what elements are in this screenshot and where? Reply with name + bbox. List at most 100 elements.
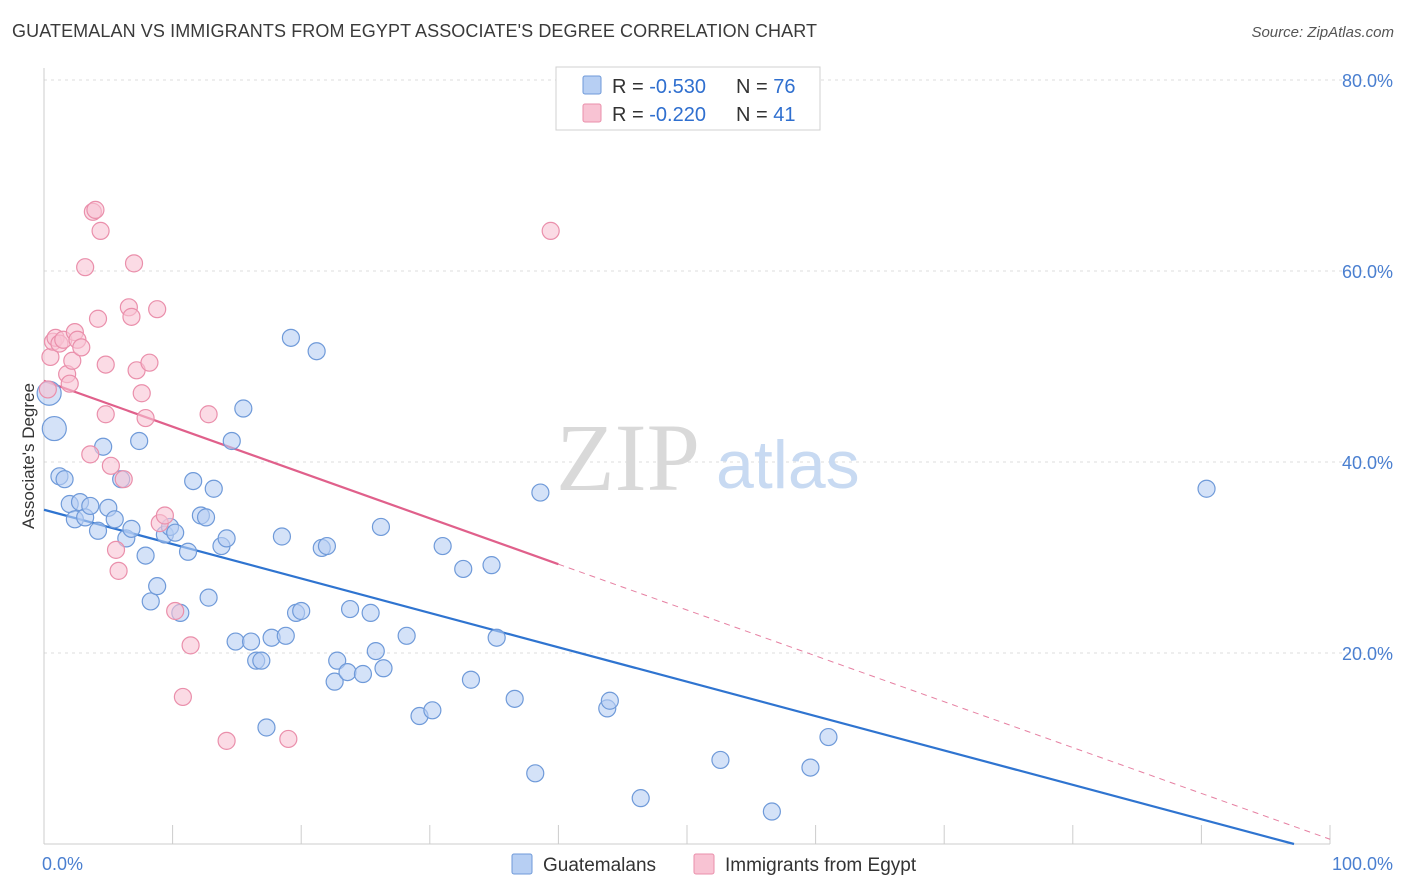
point-guatemalans-33	[226, 632, 245, 651]
x-tick-label-min: 0.0%	[42, 854, 83, 874]
legend-r-label-2: R =	[612, 104, 649, 126]
point-guatemalans-38	[257, 718, 276, 737]
point-guatemalans-31	[217, 529, 236, 548]
point-guatemalans-48	[325, 672, 344, 691]
svg-text:N = 41: N = 41	[736, 104, 796, 126]
point-guatemalans-66	[526, 764, 545, 783]
point-guatemalans-49	[328, 651, 347, 670]
point-guatemalans-52	[353, 664, 373, 684]
y-tick-labels: 20.0% 40.0% 60.0% 80.0%	[1342, 71, 1393, 664]
axes	[43, 68, 1331, 845]
point-guatemalans-62	[461, 670, 481, 689]
point-egypt-35	[181, 636, 200, 655]
point-guatemalans-57	[397, 626, 416, 645]
point-guatemalans-37	[252, 651, 271, 670]
point-egypt-16	[88, 309, 108, 328]
point-egypt-12	[76, 258, 95, 277]
point-guatemalans-47	[317, 536, 337, 556]
bottom-swatch-guatemalans	[511, 853, 533, 875]
point-egypt-38	[279, 729, 298, 749]
point-guatemalans-72	[762, 802, 781, 821]
chart-title: GUATEMALAN VS IMMIGRANTS FROM EGYPT ASSO…	[12, 21, 818, 41]
point-guatemalans-3	[55, 470, 74, 489]
point-guatemalans-8	[81, 496, 100, 516]
svg-text:R = -0.530: R = -0.530	[612, 76, 706, 98]
point-egypt-21	[109, 561, 128, 580]
point-guatemalans-65	[505, 689, 524, 708]
point-egypt-30	[148, 300, 167, 319]
y-tick-label-2: 60.0%	[1342, 262, 1393, 282]
point-guatemalans-59	[423, 701, 442, 720]
y-tick-label-1: 40.0%	[1342, 453, 1393, 473]
point-guatemalans-51	[340, 599, 360, 619]
point-egypt-19	[101, 456, 120, 475]
point-egypt-15	[86, 200, 105, 219]
legend-swatch-egypt	[582, 103, 602, 123]
point-egypt-20	[106, 540, 126, 559]
trend-line-egypt-extension	[558, 563, 1331, 840]
point-guatemalans-12	[105, 510, 124, 529]
point-guatemalans-40	[272, 527, 292, 546]
point-guatemalans-64	[487, 628, 506, 647]
point-guatemalans-17	[136, 546, 155, 565]
point-guatemalans-53	[361, 603, 380, 622]
point-egypt-13	[81, 445, 100, 464]
bottom-swatch-egypt	[693, 853, 715, 875]
svg-text:R = -0.220: R = -0.220	[612, 104, 706, 126]
legend-r-value-1: -0.530	[649, 76, 706, 98]
point-egypt-32	[155, 506, 174, 525]
bottom-legend-guatemalans: Guatemalans	[543, 855, 656, 876]
legend-r-label-1: R =	[612, 76, 649, 98]
legend-r-value-2: -0.220	[649, 104, 706, 126]
point-egypt-33	[166, 601, 185, 621]
point-guatemalans-50	[338, 662, 357, 682]
point-egypt-0	[38, 380, 57, 399]
gridlines	[44, 79, 1392, 654]
legend-n-label-2: N =	[736, 104, 773, 126]
point-egypt-36	[199, 405, 218, 424]
point-guatemalans-41	[276, 626, 295, 645]
point-guatemalans-28	[199, 588, 218, 607]
point-guatemalans-32	[222, 431, 241, 451]
legend-swatch-guatemalans	[582, 75, 602, 95]
point-egypt-37	[217, 731, 236, 750]
svg-text:N = 76: N = 76	[736, 76, 796, 98]
y-tick-label-0: 20.0%	[1342, 644, 1393, 664]
watermark-zip: ZIP	[556, 404, 700, 511]
point-guatemalans-15	[122, 519, 141, 538]
point-guatemalans-55	[371, 517, 391, 537]
point-guatemalans-19	[148, 577, 167, 596]
point-guatemalans-45	[307, 342, 326, 361]
point-egypt-27	[132, 384, 151, 403]
point-guatemalans-54	[366, 641, 385, 661]
point-egypt-17	[91, 221, 110, 240]
point-guatemalans-67	[531, 483, 550, 502]
point-guatemalans-9	[88, 521, 108, 540]
point-guatemalans-24	[178, 542, 198, 561]
point-egypt-11	[72, 338, 91, 357]
point-guatemalans-73	[801, 758, 820, 777]
source-credit: Source: ZipAtlas.com	[1251, 24, 1394, 41]
point-egypt-7	[60, 374, 79, 393]
watermark-atlas: atlas	[716, 427, 860, 503]
legend-n-label-1: N =	[736, 76, 773, 98]
point-guatemalans-44	[292, 601, 311, 621]
point-guatemalans-70	[631, 789, 650, 808]
correlation-legend: R = -0.530 N = 76 R = -0.220 N = 41	[555, 66, 821, 131]
data-points	[36, 200, 1216, 821]
trend-lines	[43, 379, 1331, 846]
point-egypt-18	[96, 405, 115, 424]
trend-line-egypt	[43, 379, 559, 566]
point-egypt-25	[124, 254, 144, 273]
point-egypt-28	[136, 408, 155, 428]
point-guatemalans-63	[482, 556, 501, 575]
point-guatemalans-16	[130, 431, 149, 451]
point-egypt-24	[122, 307, 141, 326]
y-tick-label-3: 80.0%	[1342, 71, 1393, 91]
point-guatemalans-29	[204, 479, 223, 498]
point-guatemalans-27	[196, 508, 216, 527]
legend-n-value-2: 41	[773, 104, 795, 126]
point-egypt-40	[96, 355, 115, 374]
y-axis-label: Associate's Degree	[19, 383, 38, 529]
